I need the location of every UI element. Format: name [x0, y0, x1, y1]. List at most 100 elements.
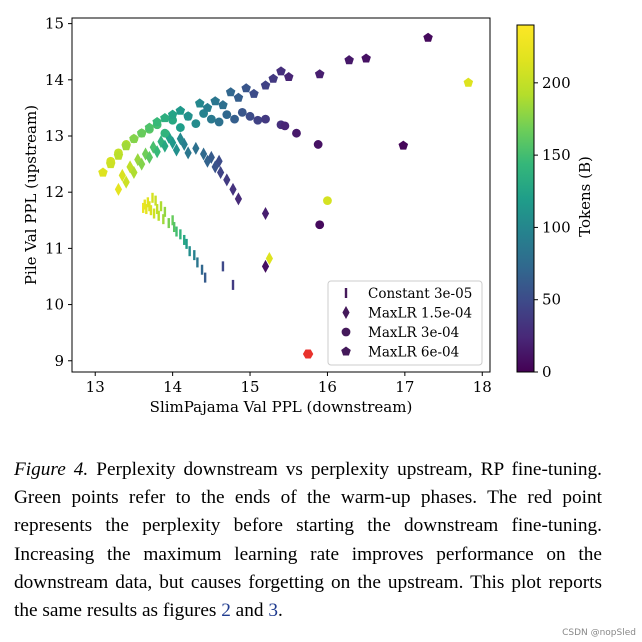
data-point-s2-p11 [191, 119, 201, 129]
y-tick-label-1: 10 [45, 296, 64, 314]
data-point-s3-p20 [260, 80, 271, 90]
data-point-s2-p13 [206, 114, 216, 124]
data-point-s2-p17 [237, 108, 247, 117]
data-point-s3-p2 [113, 150, 124, 160]
data-point-s0-p9 [155, 204, 159, 215]
data-point-s1-p22 [207, 150, 215, 164]
data-point-s1-p6 [138, 157, 146, 171]
data-point-s1-p15 [172, 143, 181, 157]
data-point-s3-p3 [121, 141, 131, 151]
y-tick-label-3: 12 [45, 183, 64, 201]
data-point-s0-p24 [200, 264, 204, 275]
colorbar-tick-label-3: 150 [542, 146, 571, 164]
figure-2-link[interactable]: 2 [221, 600, 231, 622]
colorbar: 0 50 100 150 200 Tokens (B) [516, 24, 594, 381]
data-point-s2-p22 [280, 121, 290, 131]
x-axis-label: SlimPajama Val PPL (downstream) [150, 398, 413, 416]
data-point-s2-p20 [261, 114, 270, 124]
data-point-s0-p10 [157, 210, 160, 221]
data-point-s0-p1 [143, 199, 146, 210]
legend-box [327, 280, 483, 366]
data-point-s1-p26 [223, 173, 231, 187]
data-point-s2-p15 [222, 110, 232, 120]
data-point-s0-p19 [183, 234, 186, 245]
data-point-s3-p17 [233, 92, 244, 102]
data-point-s0-p13 [163, 206, 167, 217]
data-point-s3-p18 [241, 83, 251, 93]
y-tick-label-6: 15 [45, 15, 64, 33]
data-point-s1-p27 [229, 182, 237, 196]
data-point-s0-p14 [167, 218, 170, 229]
x-tick-label-1: 14 [163, 378, 182, 396]
data-point-s2-p16 [230, 114, 239, 124]
data-point-s2-p14 [214, 117, 224, 127]
data-point-s3-p23 [284, 72, 294, 81]
data-point-s3-p27 [423, 32, 433, 42]
figure: 13 14 15 16 17 18 9 10 11 12 13 14 15 SlimPajama Val … [22, 15, 594, 416]
data-point-s3-p0 [98, 167, 108, 177]
data-point-s3-p25 [344, 55, 354, 65]
data-point-s3-p14 [210, 96, 220, 106]
legend-marker-3 [341, 346, 351, 356]
x-tick-label-3: 16 [318, 378, 337, 396]
data-point-s3-p10 [175, 105, 186, 115]
y-axis-label: Pile Val PPL (upstream) [22, 105, 40, 285]
data-point-s0-p8 [154, 195, 157, 206]
data-point-s0-p12 [162, 214, 165, 225]
data-point-s0-p20 [185, 238, 188, 249]
x-tick-label-5: 18 [473, 378, 492, 396]
data-point-s2-p18 [245, 111, 255, 121]
data-point-s3-p19 [249, 88, 259, 98]
data-point-s3-p13 [202, 102, 213, 112]
axes: 13 14 15 16 17 18 9 10 11 12 13 14 15 SlimPajama Val … [22, 15, 492, 416]
legend-marker-1 [342, 306, 350, 319]
data-point-s3-p4 [129, 133, 139, 143]
data-point-s2-p26 [323, 196, 332, 206]
colorbar-tick-label-1: 50 [542, 291, 561, 309]
data-point-s2-p24 [313, 140, 323, 149]
data-point-s1-p30 [261, 259, 270, 273]
y-tick-label-2: 11 [45, 239, 64, 257]
data-point-s2-p19 [253, 115, 263, 125]
data-point-s0-p2 [145, 204, 148, 215]
data-point-s3-p22 [276, 66, 286, 76]
data-point-s0-p26 [221, 261, 225, 272]
data-point-s3-p7 [152, 117, 162, 126]
legend-label-2: MaxLR 3e-04 [368, 325, 459, 341]
data-point-s3-p6 [144, 122, 155, 132]
data-point-s1-p17 [180, 137, 188, 151]
data-point-s0-p15 [171, 215, 174, 226]
red-start-point [302, 349, 314, 359]
data-point-s1-p18 [184, 146, 192, 160]
data-point-s0-p3 [146, 197, 150, 208]
plot-frame [71, 17, 491, 373]
y-tick-label-0: 9 [54, 352, 64, 370]
caption-text: Perplexity downstream vs perplexity upst… [14, 459, 602, 622]
legend-label-3: MaxLR 6e-04 [368, 345, 459, 361]
data-point-s0-p22 [193, 250, 196, 261]
data-point-s3-p5 [136, 128, 147, 138]
data-point-s1-p19 [192, 141, 200, 155]
data-point-s0-p17 [175, 226, 178, 237]
data-point-s3-p15 [218, 100, 228, 110]
colorbar-gradient [516, 24, 535, 373]
y-tick-label-4: 13 [45, 127, 64, 145]
data-point-s0-p11 [159, 201, 163, 212]
caption-text-end: . [277, 600, 283, 622]
caption-figure-label: Figure 4. [14, 459, 89, 480]
data-point-s3-p29 [463, 77, 474, 87]
data-point-s1-p25 [217, 166, 225, 180]
data-point-s3-p16 [225, 87, 236, 97]
data-point-s1-p1 [118, 168, 126, 182]
data-point-s0-p5 [149, 205, 153, 216]
y-tick-label-5: 14 [45, 71, 64, 89]
data-point-s3-p12 [195, 98, 205, 108]
data-point-s2-p9 [175, 123, 185, 132]
data-point-s1-p14 [169, 136, 177, 150]
data-point-s3-p8 [160, 113, 170, 123]
data-point-s0-p16 [172, 222, 176, 233]
data-point-s1-p29 [261, 207, 270, 221]
data-point-s0-p0 [142, 202, 145, 213]
figure-3-link[interactable]: 3 [268, 600, 278, 622]
data-point-s3-p24 [314, 69, 325, 79]
